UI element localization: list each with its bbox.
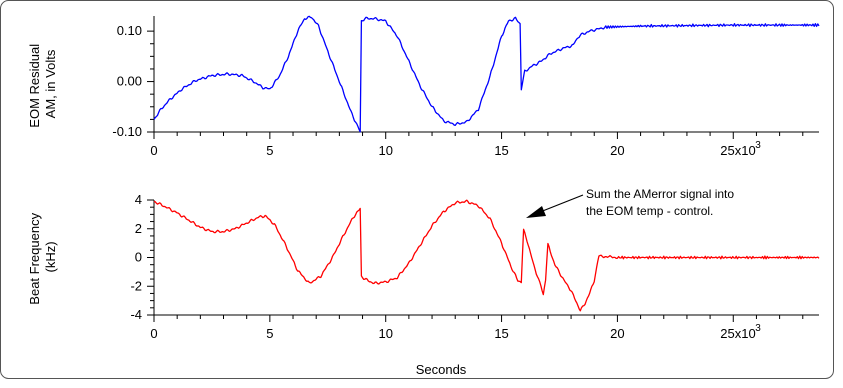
bottom-axes: -4 -2 0 2 4 0 5 10 15 20 25x10 3	[130, 192, 819, 341]
annotation: Sum the AMerror signal into the EOM temp…	[526, 187, 737, 218]
annotation-arrowhead	[526, 206, 546, 218]
top-ylabel-line2: AM, in Volts	[43, 49, 58, 118]
top-ytick-label: 0.00	[117, 74, 142, 89]
bottom-xtick-label: 5	[266, 326, 273, 341]
annotation-line1: Sum the AMerror signal into	[586, 187, 734, 201]
bottom-ylabel: Beat Frequency (kHz)	[27, 209, 58, 304]
bottom-ytick-label: -2	[130, 278, 142, 293]
top-ylabel-line1: EOM Residual	[27, 44, 42, 128]
bottom-ytick-label: 2	[135, 221, 142, 236]
top-ytick-label: 0.10	[117, 23, 142, 38]
top-plot-area	[153, 15, 820, 133]
top-xtick-label: 5	[266, 143, 273, 158]
bottom-xtick-exponent: 3	[755, 323, 761, 334]
top-chart: EOM Residual AM, in Volts -0.10 0.00 0.10 0…	[27, 15, 820, 158]
top-ytick-label: -0.10	[112, 124, 142, 139]
top-xtick-label: 10	[378, 143, 392, 158]
bottom-xtick-label: 25x10	[720, 326, 755, 341]
annotation-text: Sum the AMerror signal into the EOM temp…	[586, 187, 737, 218]
bottom-xtick-label: 10	[378, 326, 392, 341]
top-xtick-exponent: 3	[755, 140, 761, 151]
top-axes: -0.10 0.00 0.10 0 5 10 15 20 25x10 3	[112, 16, 819, 158]
top-xtick-label: 15	[494, 143, 508, 158]
bottom-ylabel-line2: (kHz)	[43, 241, 58, 272]
top-ylabel: EOM Residual AM, in Volts	[27, 40, 58, 127]
bottom-series-line-0	[153, 199, 820, 312]
bottom-ylabel-line1: Beat Frequency	[27, 212, 42, 304]
top-xtick-label: 0	[150, 143, 157, 158]
bottom-chart: Beat Frequency (kHz) -4 -2 0 2 4 0 5 10 15 20 25x1…	[27, 187, 820, 377]
bottom-xtick-label: 15	[494, 326, 508, 341]
annotation-line2: the EOM temp - control.	[586, 204, 713, 218]
bottom-ytick-label: -4	[130, 307, 142, 322]
bottom-plot-area	[153, 199, 820, 312]
bottom-xlabel: Seconds	[416, 362, 467, 377]
figure-border	[0, 0, 834, 379]
top-xtick-label: 20	[610, 143, 624, 158]
bottom-xtick-label: 20	[610, 326, 624, 341]
top-series-line-0	[153, 15, 820, 133]
bottom-xtick-label: 0	[150, 326, 157, 341]
bottom-ytick-label: 0	[135, 250, 142, 265]
top-xtick-label: 25x10	[720, 143, 755, 158]
bottom-ytick-label: 4	[135, 192, 142, 207]
